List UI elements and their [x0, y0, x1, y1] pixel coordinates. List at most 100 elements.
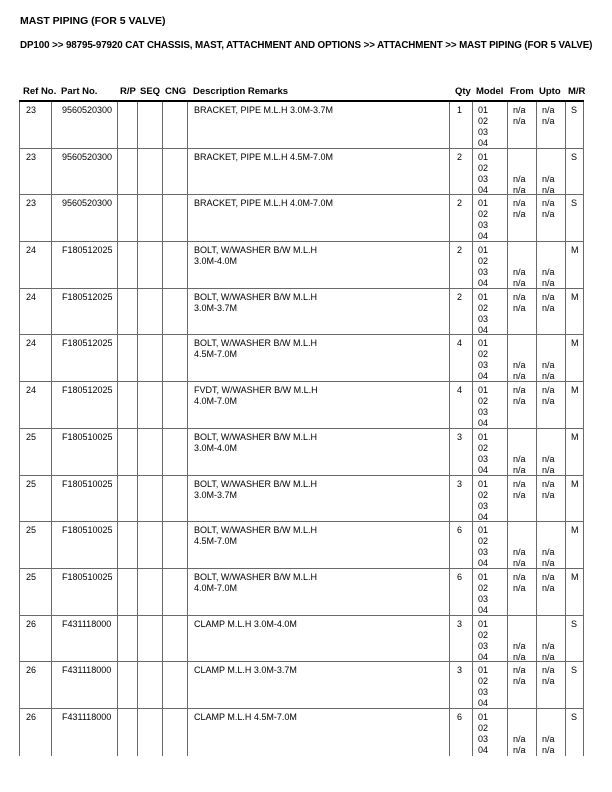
part-no-cell: F431118000 — [52, 662, 118, 708]
mr-cell: S — [566, 148, 584, 195]
ref-no-cell: 25 — [19, 568, 52, 615]
from-list-cell: n/a n/a — [508, 662, 537, 708]
mr-cell: M — [566, 382, 584, 428]
column-header-description: Description Remarks — [193, 86, 289, 97]
qty-cell: 1 — [450, 102, 473, 148]
cng-cell — [163, 335, 188, 382]
table-row: 24 F180512025 BOLT, W/WASHER B/W M.L.H 3.… — [19, 242, 584, 289]
from-list-cell: n/a n/a — [508, 242, 537, 288]
qty-cell: 2 — [450, 148, 473, 195]
description-cell: BOLT, W/WASHER B/W M.L.H 3.0M-4.0M — [188, 428, 450, 475]
description-cell: BOLT, W/WASHER B/W M.L.H 3.0M-4.0M — [188, 242, 450, 288]
upto-list-cell: n/a n/a — [537, 148, 566, 195]
ref-no-cell: 24 — [19, 382, 52, 428]
cng-cell — [163, 148, 188, 195]
rp-cell — [118, 195, 138, 242]
table-row: 26 F431118000 CLAMP M.L.H 3.0M-3.7M 3 01… — [19, 662, 584, 709]
page-title: MAST PIPING (FOR 5 VALVE) — [20, 15, 166, 27]
table-row: 23 9560520300 BRACKET, PIPE M.L.H 4.5M-7… — [19, 148, 584, 196]
ref-no-cell: 24 — [19, 288, 52, 335]
mr-cell: M — [566, 568, 584, 615]
part-no-cell: F180510025 — [52, 428, 118, 475]
model-list-cell: 01 02 03 04 — [473, 288, 508, 335]
from-list-cell: n/a n/a — [508, 102, 537, 148]
parts-table: Ref No. Part No. R/P SEQ CNG Description… — [19, 84, 586, 756]
qty-cell: 4 — [450, 382, 473, 428]
mr-cell: M — [566, 335, 584, 382]
upto-list-cell: n/a n/a — [537, 662, 566, 708]
seq-cell — [138, 568, 163, 615]
description-cell: CLAMP M.L.H 4.5M-7.0M — [188, 708, 450, 756]
mr-cell: M — [566, 288, 584, 335]
description-cell: BOLT, W/WASHER B/W M.L.H 3.0M-3.7M — [188, 475, 450, 522]
seq-cell — [138, 522, 163, 568]
mr-cell: M — [566, 475, 584, 522]
column-header-part-no: Part No. — [61, 86, 98, 97]
ref-no-cell: 25 — [19, 475, 52, 522]
ref-no-cell: 23 — [19, 102, 52, 148]
model-list-cell: 01 02 03 04 — [473, 615, 508, 662]
model-list-cell: 01 02 03 04 — [473, 148, 508, 195]
ref-no-cell: 25 — [19, 428, 52, 475]
rp-cell — [118, 568, 138, 615]
qty-cell: 6 — [450, 708, 473, 756]
mr-cell: S — [566, 102, 584, 148]
seq-cell — [138, 615, 163, 662]
from-list-cell: n/a n/a — [508, 382, 537, 428]
upto-list-cell: n/a n/a — [537, 428, 566, 475]
upto-list-cell: n/a n/a — [537, 568, 566, 615]
from-list-cell: n/a n/a — [508, 568, 537, 615]
rp-cell — [118, 242, 138, 288]
description-cell: BRACKET, PIPE M.L.H 4.5M-7.0M — [188, 148, 450, 195]
column-header-cng: CNG — [165, 86, 187, 97]
column-header-mr: M/R — [568, 86, 586, 97]
cng-cell — [163, 102, 188, 148]
rp-cell — [118, 708, 138, 756]
table-row: 24 F180512025 FVDT, W/WASHER B/W M.L.H 4.… — [19, 382, 584, 429]
ref-no-cell: 24 — [19, 335, 52, 382]
table-row: 25 F180510025 BOLT, W/WASHER B/W M.L.H 3.… — [19, 428, 584, 476]
model-list-cell: 01 02 03 04 — [473, 195, 508, 242]
upto-list-cell: n/a n/a — [537, 522, 566, 568]
rp-cell — [118, 288, 138, 335]
part-no-cell: F431118000 — [52, 615, 118, 662]
upto-list-cell: n/a n/a — [537, 102, 566, 148]
seq-cell — [138, 428, 163, 475]
model-list-cell: 01 02 03 04 — [473, 382, 508, 428]
qty-cell: 6 — [450, 568, 473, 615]
qty-cell: 2 — [450, 195, 473, 242]
mr-cell: S — [566, 615, 584, 662]
table-row: 24 F180512025 BOLT, W/WASHER B/W M.L.H 3.… — [19, 288, 584, 336]
from-list-cell: n/a n/a — [508, 615, 537, 662]
ref-no-cell: 23 — [19, 195, 52, 242]
table-row: 24 F180512025 BOLT, W/WASHER B/W M.L.H 4.… — [19, 335, 584, 383]
qty-cell: 3 — [450, 428, 473, 475]
description-cell: CLAMP M.L.H 3.0M-4.0M — [188, 615, 450, 662]
part-no-cell: F180510025 — [52, 522, 118, 568]
seq-cell — [138, 708, 163, 756]
part-no-cell: F180512025 — [52, 335, 118, 382]
cng-cell — [163, 568, 188, 615]
ref-no-cell: 25 — [19, 522, 52, 568]
qty-cell: 2 — [450, 288, 473, 335]
ref-no-cell: 23 — [19, 148, 52, 195]
ref-no-cell: 26 — [19, 708, 52, 756]
qty-cell: 3 — [450, 615, 473, 662]
part-no-cell: F180510025 — [52, 568, 118, 615]
seq-cell — [138, 148, 163, 195]
cng-cell — [163, 662, 188, 708]
model-list-cell: 01 02 03 04 — [473, 242, 508, 288]
qty-cell: 2 — [450, 242, 473, 288]
part-no-cell: F431118000 — [52, 708, 118, 756]
model-list-cell: 01 02 03 04 — [473, 662, 508, 708]
from-list-cell: n/a n/a — [508, 475, 537, 522]
column-header-seq: SEQ — [140, 86, 161, 97]
cng-cell — [163, 522, 188, 568]
rp-cell — [118, 335, 138, 382]
qty-cell: 3 — [450, 475, 473, 522]
column-header-qty: Qty — [455, 86, 471, 97]
description-cell: CLAMP M.L.H 3.0M-3.7M — [188, 662, 450, 708]
from-list-cell: n/a n/a — [508, 428, 537, 475]
qty-cell: 6 — [450, 522, 473, 568]
seq-cell — [138, 335, 163, 382]
